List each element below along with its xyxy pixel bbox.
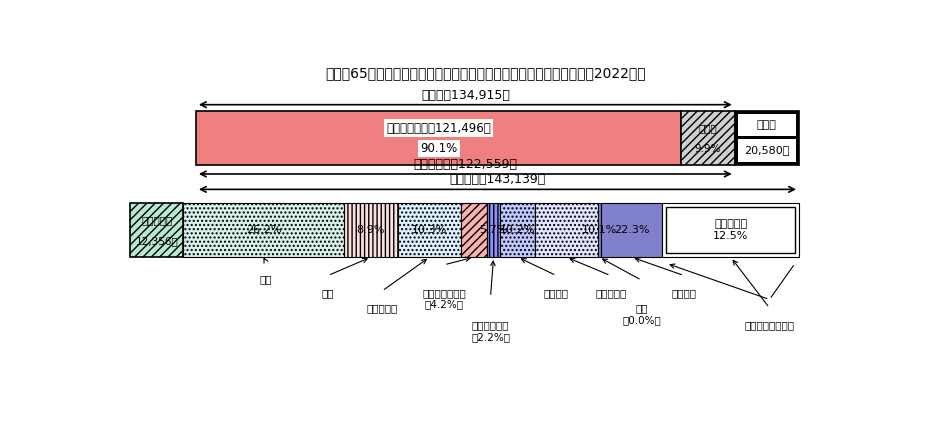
Text: 20,580円: 20,580円 xyxy=(744,146,790,156)
Text: 光熱・水道: 光熱・水道 xyxy=(366,303,397,313)
Bar xyxy=(738,140,796,162)
Text: 5.7%: 5.7% xyxy=(480,225,508,235)
Text: 教養娯楽: 教養娯楽 xyxy=(672,288,697,298)
Text: 社会保障給付　121,496円: 社会保障給付 121,496円 xyxy=(386,122,491,135)
Bar xyxy=(601,203,663,257)
Bar xyxy=(461,203,487,257)
Bar xyxy=(735,111,799,165)
Text: 消費支出　143,139円: 消費支出 143,139円 xyxy=(449,173,546,186)
Bar xyxy=(487,203,501,257)
Text: 10.3%: 10.3% xyxy=(412,225,447,235)
Text: 住居: 住居 xyxy=(321,288,334,298)
Bar xyxy=(501,203,536,257)
Text: 26.2%: 26.2% xyxy=(246,225,282,235)
Text: 不足分: 不足分 xyxy=(757,120,776,130)
Text: 90.1%: 90.1% xyxy=(420,142,457,155)
Text: 8.9%: 8.9% xyxy=(356,225,385,235)
Text: うち交際費
12.5%: うち交際費 12.5% xyxy=(713,219,748,241)
Bar xyxy=(597,203,601,257)
Bar xyxy=(343,203,398,257)
Text: 22.3%: 22.3% xyxy=(613,225,649,235)
Text: 10.2%: 10.2% xyxy=(500,225,536,235)
Text: 9.9%: 9.9% xyxy=(695,143,721,153)
Text: 図２　65歳以上の単身無職世帯（高齢単身無職世帯）の家計収支　－2022年－: 図２ 65歳以上の単身無職世帯（高齢単身無職世帯）の家計収支 －2022年－ xyxy=(325,66,647,80)
Text: その他の消費支出: その他の消費支出 xyxy=(744,320,794,330)
Text: 12,356円: 12,356円 xyxy=(136,236,178,246)
Bar xyxy=(183,203,343,257)
Bar xyxy=(130,203,183,257)
Bar xyxy=(398,203,461,257)
Text: 可処分所得　122,559円: 可処分所得 122,559円 xyxy=(413,158,518,171)
Text: 実収入　134,915円: 実収入 134,915円 xyxy=(421,89,510,102)
Bar xyxy=(666,207,795,253)
Bar xyxy=(196,111,681,165)
Text: 家具・家事用品
（4.2%）: 家具・家事用品 （4.2%） xyxy=(422,288,465,310)
Text: 食料: 食料 xyxy=(260,274,272,284)
Text: 教育
（0.0%）: 教育 （0.0%） xyxy=(622,303,661,325)
Text: 10.1%: 10.1% xyxy=(581,225,617,235)
Bar xyxy=(536,203,597,257)
Text: 交通・通信: 交通・通信 xyxy=(595,288,627,298)
Text: 保健医療: 保健医療 xyxy=(544,288,569,298)
Bar xyxy=(738,114,796,136)
Text: 非消費支出: 非消費支出 xyxy=(141,215,173,225)
Text: 被服及び履物
（2.2%）: 被服及び履物 （2.2%） xyxy=(471,320,510,342)
Text: その他: その他 xyxy=(699,123,718,133)
Bar xyxy=(663,203,799,257)
Bar xyxy=(681,111,735,165)
